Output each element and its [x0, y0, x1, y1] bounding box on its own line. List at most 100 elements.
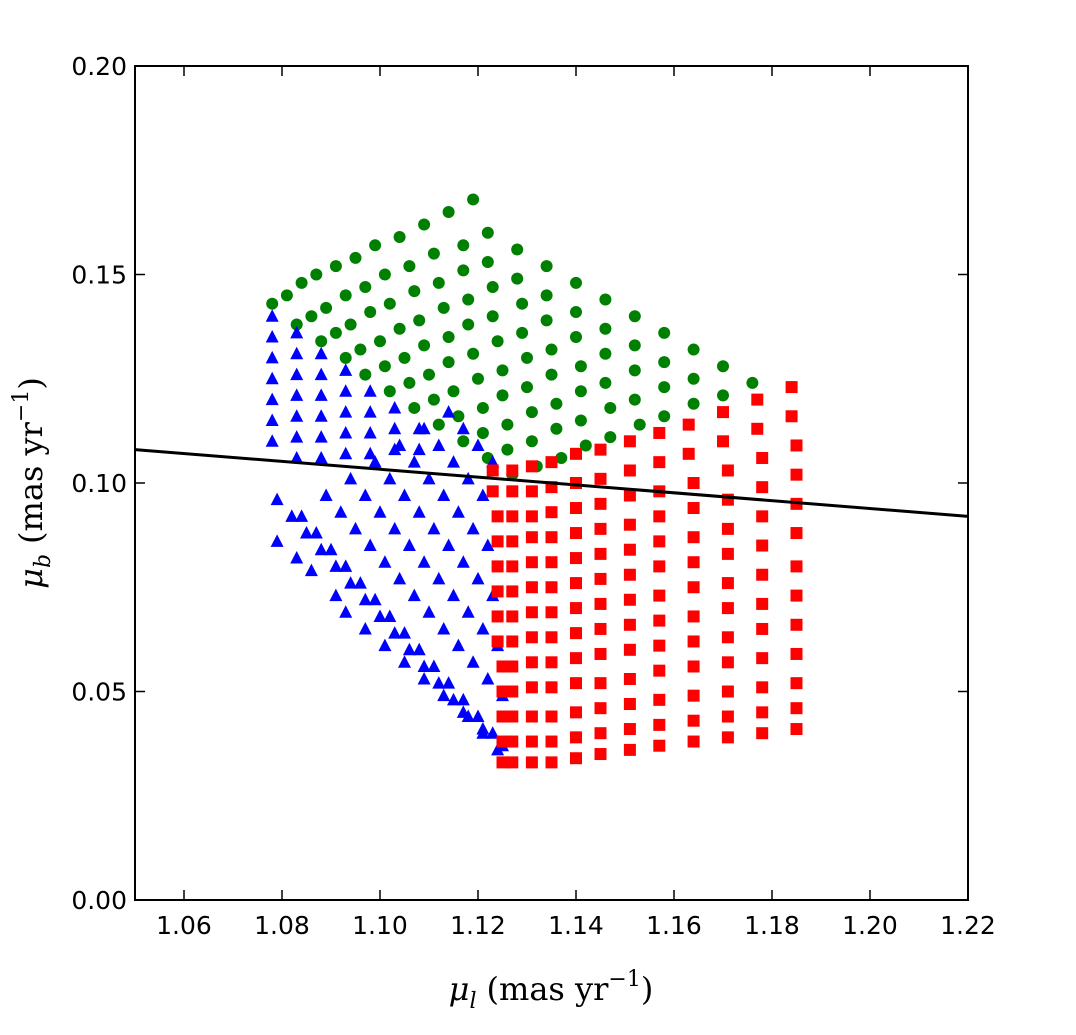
square-point-2-18: [506, 585, 519, 598]
triangle-point-1-35: [285, 509, 299, 522]
triangle-point-1-18: [314, 430, 328, 443]
triangle-point-1-36: [300, 526, 313, 539]
circle-point-0-74: [496, 389, 509, 402]
square-point-2-67: [594, 497, 607, 510]
square-point-2-46: [545, 631, 558, 644]
square-point-2-92: [653, 456, 666, 469]
circle-point-0-88: [628, 364, 641, 377]
triangle-point-1-42: [388, 626, 402, 639]
circle-point-0-8: [418, 218, 431, 231]
circle-point-0-98: [658, 381, 671, 394]
square-point-2-114: [687, 689, 700, 702]
square-point-2-63: [570, 731, 582, 744]
triangle-point-1-96: [442, 538, 456, 552]
y-tick-label-3: 0.15: [71, 261, 127, 290]
circle-point-0-103: [555, 451, 568, 464]
triangle-point-1-123: [456, 705, 470, 718]
square-point-2-7: [491, 635, 504, 648]
circle-point-0-107: [658, 410, 671, 423]
square-point-2-2: [491, 510, 504, 523]
triangle-point-1-29: [388, 400, 402, 414]
x-tick-label-8: 1.22: [940, 911, 996, 940]
circle-point-0-57: [516, 326, 529, 339]
square-point-2-82: [623, 543, 636, 556]
circle-point-0-71: [432, 418, 445, 431]
triangle-point-1-114: [471, 438, 485, 451]
triangle-point-1-5: [265, 413, 279, 426]
triangle-point-1-55: [324, 542, 338, 556]
circle-point-0-84: [525, 406, 538, 419]
square-point-2-115: [687, 714, 700, 727]
square-point-2-64: [570, 752, 582, 765]
triangle-point-1-7: [290, 325, 304, 339]
triangle-point-1-10: [290, 388, 304, 401]
square-point-2-34: [525, 656, 538, 669]
triangle-point-1-9: [290, 367, 304, 381]
circle-point-0-12: [305, 310, 318, 323]
triangle-point-1-51: [290, 551, 304, 564]
square-point-2-61: [570, 677, 582, 690]
triangle-point-1-54: [309, 526, 323, 539]
circle-point-0-4: [329, 260, 342, 273]
square-point-2-104: [682, 418, 695, 431]
square-point-2-37: [525, 735, 538, 748]
square-point-2-52: [570, 447, 582, 460]
circle-point-0-93: [525, 435, 538, 448]
square-point-2-3: [491, 535, 504, 548]
triangle-point-1-82: [373, 505, 387, 518]
circle-point-0-14: [339, 289, 352, 302]
x-tick-label-5: 1.16: [646, 911, 702, 940]
square-point-2-9: [496, 685, 509, 698]
square-point-2-130: [751, 393, 764, 406]
circle-point-0-31: [339, 351, 352, 364]
circle-point-0-37: [462, 293, 475, 306]
trend-line: [134, 448, 969, 518]
square-point-2-94: [653, 510, 666, 523]
circle-point-0-39: [511, 272, 524, 285]
triangle-point-1-39: [344, 576, 358, 589]
triangle-point-1-122: [437, 688, 451, 702]
y-axis-superscript: −1: [9, 390, 34, 422]
square-point-2-103: [653, 739, 666, 752]
triangle-point-1-53: [295, 509, 309, 522]
square-point-2-71: [594, 597, 607, 610]
square-point-2-129: [721, 731, 734, 744]
square-point-2-88: [623, 698, 636, 711]
square-point-2-89: [623, 723, 636, 736]
square-point-2-83: [623, 568, 636, 581]
triangle-point-1-111: [476, 488, 490, 502]
circle-point-0-108: [687, 397, 700, 410]
square-point-2-57: [570, 577, 582, 590]
square-point-2-134: [756, 510, 769, 523]
square-point-2-96: [653, 560, 666, 573]
triangle-point-1-11: [290, 409, 304, 422]
x-axis-close: ): [641, 970, 653, 1008]
triangle-point-1-101: [407, 455, 421, 468]
y-axis-subscript: b: [31, 554, 56, 568]
y-axis-unit: (mas yr: [12, 421, 50, 544]
square-point-2-118: [717, 435, 729, 448]
circle-point-0-77: [574, 360, 587, 373]
x-tick-label-6: 1.18: [744, 911, 800, 940]
square-point-2-91: [653, 426, 666, 439]
circle-point-0-6: [369, 239, 382, 252]
triangle-point-1-33: [412, 442, 426, 456]
square-point-2-45: [545, 606, 558, 619]
data-marks: [265, 193, 803, 769]
triangle-point-1-85: [417, 555, 431, 568]
square-point-2-11: [496, 735, 509, 748]
circle-point-0-68: [570, 331, 582, 344]
triangle-point-1-14: [314, 346, 328, 360]
circle-point-0-2: [295, 276, 308, 289]
square-point-2-155: [790, 723, 803, 736]
square-point-2-119: [721, 464, 734, 477]
circle-point-0-70: [628, 310, 641, 323]
triangle-point-1-56: [339, 559, 353, 572]
square-point-2-85: [623, 618, 636, 631]
circle-point-0-87: [599, 376, 612, 389]
circle-point-0-44: [418, 339, 431, 352]
triangle-point-1-15: [314, 367, 328, 381]
circle-point-0-45: [442, 331, 455, 344]
circle-point-0-96: [604, 401, 617, 414]
circle-point-0-13: [320, 301, 333, 314]
